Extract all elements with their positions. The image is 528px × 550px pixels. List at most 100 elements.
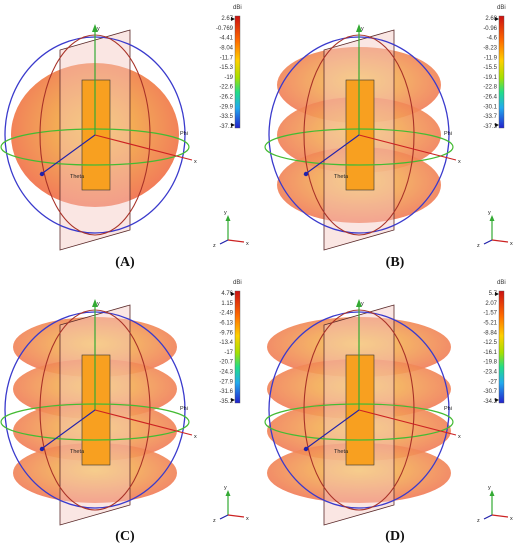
radiation-lobes <box>13 317 177 503</box>
colorbar-tick: -11.9 <box>484 55 498 61</box>
phi-label: Phi <box>444 131 452 137</box>
phi-label: Phi <box>180 406 188 412</box>
colorbar-marker-top <box>231 292 235 296</box>
colorbar-unit: dBi <box>497 5 506 11</box>
colorbar-tick: -34.3 <box>483 399 497 405</box>
caption-c: (C) <box>115 529 135 544</box>
colorbar-marker-top <box>231 17 235 21</box>
caption-d: (D) <box>385 529 405 544</box>
colorbar-marker-bottom <box>495 123 499 127</box>
triad-label-y: y <box>488 485 491 491</box>
theta-label: Theta <box>70 449 85 455</box>
triad-label-y: y <box>488 210 491 216</box>
colorbar-tick: -22.8 <box>483 85 497 91</box>
colorbar-tick: -33.7 <box>483 114 497 120</box>
colorbar-tick: -8.84 <box>483 330 497 336</box>
colorbar-tick: -26.4 <box>483 95 497 101</box>
colorbar-tick: -12.5 <box>483 340 497 346</box>
axis-depth <box>39 134 96 176</box>
colorbar-unit: dBi <box>497 280 506 286</box>
axis-depth-marker <box>39 171 45 177</box>
panel-c: Theta Phi y x y z x dBi 4.76 1.15 -2.49 -6.13 -9.76 -… <box>0 275 264 550</box>
axis-horizontal-label: x <box>194 159 197 165</box>
triad-label-z: z <box>477 518 480 524</box>
axis-vertical-label: y <box>97 301 100 307</box>
colorbar-tick: -27.9 <box>219 379 233 385</box>
axis-vertical-label: y <box>97 26 100 32</box>
colorbar-marker-top <box>495 292 499 296</box>
colorbar-unit: dBi <box>233 5 242 11</box>
pattern-figure-d: Theta Phi y x y z x dBi 5.7 2.07 -1.57 -5.21 -8.84 -1… <box>264 280 513 526</box>
colorbar-tick: -30.1 <box>483 104 497 110</box>
colorbar-tick: -15.5 <box>483 65 497 71</box>
axis-depth <box>303 134 360 176</box>
axis-depth <box>303 409 360 451</box>
colorbar-tick: -33.5 <box>219 114 233 120</box>
axis-horizontal-label: x <box>458 434 461 440</box>
colorbar-marker-bottom <box>495 398 499 402</box>
colorbar-tick: 2.67 <box>221 16 233 22</box>
colorbar-tick: -30.7 <box>483 389 497 395</box>
axis-depth-marker <box>303 171 309 177</box>
colorbar-tick: -26.2 <box>219 95 233 101</box>
colorbar-tick: -19 <box>224 75 233 81</box>
colorbar-marker-bottom <box>231 123 235 127</box>
colorbar-tick: -16.1 <box>483 350 497 356</box>
colorbar <box>498 290 505 404</box>
colorbar-tick: -5.21 <box>483 320 497 326</box>
triad-label-z: z <box>477 243 480 249</box>
colorbar-tick: 2.68 <box>485 16 497 22</box>
theta-label: Theta <box>334 449 349 455</box>
colorbar-tick: -29.9 <box>219 104 233 110</box>
colorbar-tick: -6.13 <box>219 320 233 326</box>
colorbar-marker-top <box>495 17 499 21</box>
axis-vertical-arrow <box>356 24 362 32</box>
colorbar-tick: -11.7 <box>220 55 234 61</box>
caption-b: (B) <box>385 255 405 270</box>
colorbar-tick: -4.41 <box>219 36 233 42</box>
colorbar-tick: -27 <box>488 379 497 385</box>
colorbar-tick: -22.6 <box>219 85 233 91</box>
colorbar-tick: -37.3 <box>483 124 497 130</box>
colorbar-tick: -15.3 <box>219 65 233 71</box>
colorbar-tick: -23.4 <box>483 370 497 376</box>
triad-label-x: x <box>510 241 513 247</box>
colorbar <box>234 15 241 129</box>
triad-label-y: y <box>224 210 227 216</box>
axis-vertical-arrow <box>356 299 362 307</box>
orientation-triad: y z x <box>213 485 249 524</box>
colorbar-tick: -0.769 <box>216 26 234 32</box>
colorbar-tick: -9.76 <box>219 330 233 336</box>
axis-depth-marker <box>303 446 309 452</box>
colorbar-tick: -35.2 <box>219 399 233 405</box>
colorbar-tick: -19.8 <box>483 360 497 366</box>
colorbar-tick: -17 <box>224 350 233 356</box>
colorbar <box>234 290 241 404</box>
colorbar-tick: -4.6 <box>487 36 498 42</box>
colorbar-tick: 2.07 <box>485 301 497 307</box>
colorbar-tick: -31.6 <box>219 389 233 395</box>
axis-horizontal <box>94 134 193 161</box>
axis-vertical-label: y <box>361 301 364 307</box>
axis-depth-marker <box>39 446 45 452</box>
colorbar-tick: -8.04 <box>219 45 233 51</box>
axis-vertical-arrow <box>92 299 98 307</box>
orientation-triad: y z x <box>213 210 249 249</box>
colorbar-tick: 4.76 <box>221 291 233 297</box>
axis-depth <box>39 409 96 451</box>
axis-horizontal-label: x <box>194 434 197 440</box>
colorbar-tick: -1.57 <box>483 311 497 317</box>
colorbar-tick: -0.96 <box>483 26 497 32</box>
colorbar-unit: dBi <box>233 280 242 286</box>
colorbar-tick: 5.7 <box>489 291 498 297</box>
phi-label: Phi <box>444 406 452 412</box>
axis-horizontal <box>94 409 193 436</box>
colorbar-tick: -2.49 <box>219 311 233 317</box>
triad-label-x: x <box>510 516 513 522</box>
axis-horizontal <box>358 134 457 161</box>
triad-label-x: x <box>246 241 249 247</box>
triad-label-z: z <box>213 243 216 249</box>
